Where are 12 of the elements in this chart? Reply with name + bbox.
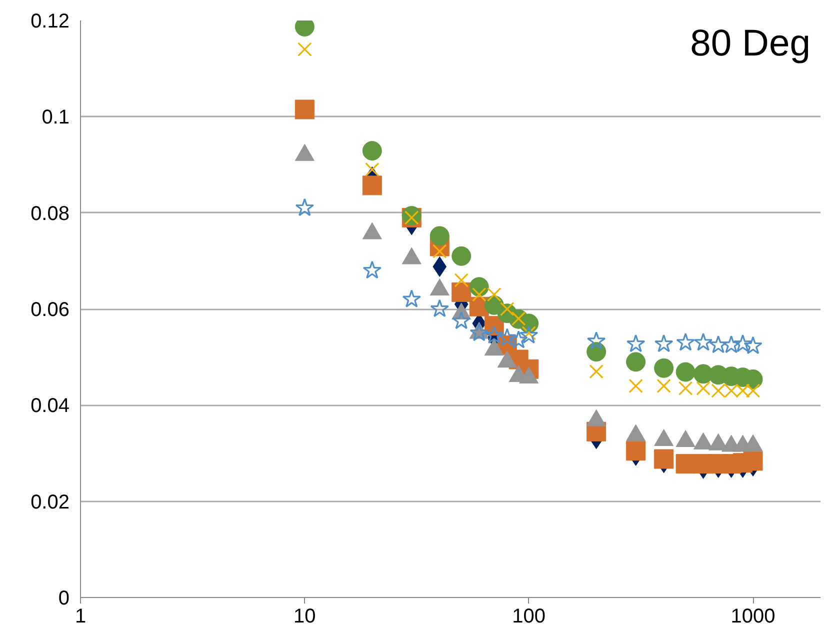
y-tick-label: 0.08 bbox=[30, 202, 70, 225]
y-tick-label: 0.06 bbox=[30, 299, 70, 321]
x-tick-label: 1000 bbox=[730, 606, 776, 628]
x-tick-label: 100 bbox=[512, 606, 546, 628]
y-tick-label: 0.1 bbox=[42, 106, 70, 129]
y-tick-label: 0 bbox=[58, 588, 70, 610]
chart-title: 80 Deg bbox=[690, 22, 811, 64]
x-tick-label: 10 bbox=[294, 606, 316, 628]
x-tick-label: 1 bbox=[74, 606, 86, 628]
y-tick-label: 0.04 bbox=[30, 395, 70, 418]
y-tick-label: 0.12 bbox=[30, 10, 70, 32]
y-tick-label: 0.02 bbox=[30, 491, 70, 514]
